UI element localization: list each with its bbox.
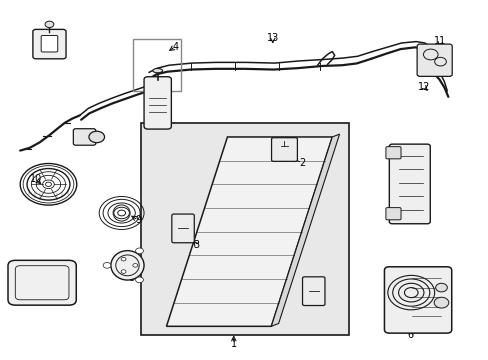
FancyBboxPatch shape [385,208,400,220]
Bar [141,123,348,335]
FancyBboxPatch shape [8,260,76,305]
Circle shape [45,21,54,28]
Text: 14: 14 [35,269,47,279]
FancyBboxPatch shape [388,144,429,224]
FancyBboxPatch shape [384,267,451,333]
FancyBboxPatch shape [385,147,400,159]
FancyBboxPatch shape [41,36,58,52]
Polygon shape [271,134,339,326]
Circle shape [121,270,126,273]
FancyBboxPatch shape [271,138,297,161]
Text: 4: 4 [172,42,178,51]
FancyBboxPatch shape [144,77,171,129]
Text: 3: 3 [193,240,200,250]
Text: 5: 5 [41,35,47,45]
Text: 8: 8 [128,273,134,283]
Text: 15: 15 [73,136,86,146]
Text: 9: 9 [135,215,141,225]
Text: 6: 6 [407,330,412,340]
Text: 13: 13 [266,33,278,43]
Ellipse shape [111,251,144,280]
FancyBboxPatch shape [73,129,96,145]
Text: 2: 2 [298,158,305,168]
Ellipse shape [153,68,162,73]
Circle shape [135,277,143,283]
Bar [133,39,181,91]
Text: 12: 12 [417,82,429,92]
Text: 1: 1 [230,339,236,349]
Circle shape [435,283,447,292]
Text: 11: 11 [433,36,446,46]
Circle shape [89,131,104,143]
Circle shape [103,262,111,268]
Circle shape [433,297,448,308]
Circle shape [135,248,143,254]
Circle shape [121,257,126,261]
Polygon shape [166,137,331,326]
Circle shape [133,264,138,267]
Text: 7: 7 [421,165,427,175]
FancyBboxPatch shape [416,44,451,76]
FancyBboxPatch shape [302,277,325,306]
FancyBboxPatch shape [33,30,66,59]
FancyBboxPatch shape [171,214,194,243]
Text: 10: 10 [30,174,42,184]
